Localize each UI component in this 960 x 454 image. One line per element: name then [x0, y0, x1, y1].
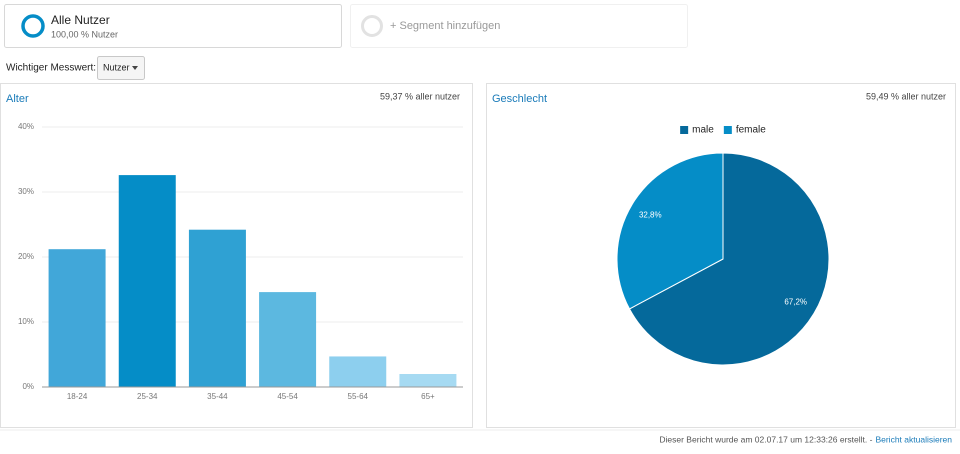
chart-title: Alter: [6, 93, 29, 105]
dropdown-arrow: [132, 66, 138, 70]
x-tick-label: 35-44: [207, 392, 228, 401]
data-label: 67,2%: [784, 298, 807, 307]
x-tick-label: 45-54: [277, 392, 298, 401]
bar: [48, 249, 106, 387]
segment-box[interactable]: [4, 4, 342, 48]
x-tick-label: 55-64: [348, 392, 369, 401]
metric-label: Wichtiger Messwert:: [6, 63, 96, 74]
chart-title: Geschlecht: [492, 93, 547, 105]
bar: [118, 175, 176, 387]
pie-slice: [628, 152, 830, 366]
y-tick-label: 40%: [18, 122, 34, 131]
bar: [399, 374, 457, 387]
segment-title: Alle Nutzer: [51, 13, 110, 27]
bar: [329, 356, 387, 387]
footer-text: Dieser Bericht wurde am 02.07.17 um 12:3…: [659, 434, 872, 444]
add-segment-box[interactable]: [350, 4, 688, 48]
data-label: 32,8%: [639, 210, 662, 219]
x-tick-label: 18-24: [67, 392, 88, 401]
legend-label: male: [692, 125, 714, 136]
legend-label: female: [736, 125, 766, 136]
legend-swatch: [723, 126, 732, 134]
y-tick-label: 0%: [22, 382, 34, 391]
chart-subtitle: 59,37 % aller nutzer: [380, 91, 460, 101]
y-tick-label: 10%: [18, 317, 34, 326]
chart-subtitle: 59,49 % aller nutzer: [866, 91, 946, 101]
bar: [259, 292, 317, 387]
bar: [188, 229, 246, 387]
add-segment-label: + Segment hinzufügen: [390, 20, 500, 32]
segment-icon: [21, 14, 45, 38]
y-tick-label: 30%: [18, 187, 34, 196]
x-tick-label: 65+: [421, 392, 435, 401]
add-segment-icon: [361, 15, 383, 37]
legend-swatch: [680, 126, 689, 134]
pie-slice: [616, 152, 724, 310]
metric-value: Nutzer: [103, 62, 130, 72]
footer-link[interactable]: Bericht aktualisieren: [875, 434, 952, 444]
segment-subtitle: 100,00 % Nutzer: [51, 29, 118, 39]
y-tick-label: 20%: [18, 252, 34, 261]
x-tick-label: 25-34: [137, 392, 158, 401]
metric-dropdown[interactable]: [97, 56, 145, 80]
